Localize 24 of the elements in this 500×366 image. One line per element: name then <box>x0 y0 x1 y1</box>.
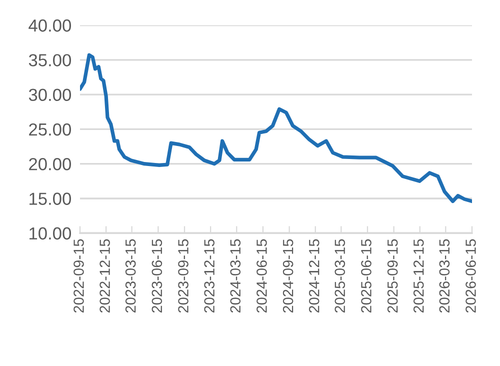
x-tick-label: 2022-09-15 <box>74 239 84 313</box>
x-tick-label: 2025-12-15 <box>413 239 424 313</box>
x-tick-label: 2023-09-15 <box>178 239 188 313</box>
y-tick-label: 30.00 <box>28 88 71 102</box>
y-tick-label: 20.00 <box>29 158 71 170</box>
x-tick-label: 2026-03-15 <box>439 239 450 313</box>
x-tick-label: 2026-06-15 <box>466 239 476 313</box>
x-tick-label: 2023-03-15 <box>125 239 136 313</box>
y-tick-label: 15.00 <box>30 192 71 205</box>
x-tick-label: 2024-06-15 <box>256 239 267 313</box>
x-tick-label: 2025-06-15 <box>361 239 372 313</box>
y-tick-label: 25.00 <box>29 123 71 136</box>
x-tick-label: 2024-12-15 <box>308 239 320 313</box>
y-tick-label: 40.00 <box>28 19 71 32</box>
y-tick-label: 35.00 <box>28 54 71 66</box>
x-tick-label: 2024-09-15 <box>282 239 294 313</box>
x-tick-label: 2022-12-15 <box>100 239 110 313</box>
x-tick-label: 2023-06-15 <box>152 239 162 313</box>
x-tick-label: 2024-03-15 <box>230 239 241 313</box>
x-tick-label: 2025-09-15 <box>387 239 398 313</box>
y-tick-label: 10.00 <box>30 227 71 240</box>
x-tick-label: 2025-03-15 <box>334 239 346 313</box>
line-series <box>80 53 472 204</box>
x-tick-label: 2023-12-15 <box>204 239 214 313</box>
